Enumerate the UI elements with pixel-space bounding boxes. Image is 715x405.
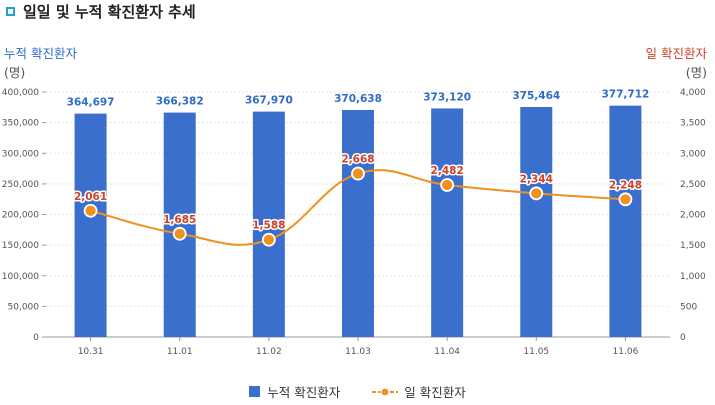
y-left-tick-label: 400,000 bbox=[2, 88, 39, 98]
chart-title-block: 일일 및 누적 확진환자 추세 bbox=[6, 0, 196, 22]
bar-value-label: 364,697 bbox=[67, 97, 115, 109]
y-left-tick-label: 300,000 bbox=[2, 149, 39, 159]
legend-item-bar: 누적 확진환자 bbox=[249, 382, 340, 401]
x-tick-label: 11.03 bbox=[345, 347, 371, 357]
legend-line-swatch bbox=[372, 386, 399, 397]
legend: 누적 확진환자 일 확진환자 bbox=[0, 382, 715, 401]
y-right-tick-label: 1,000 bbox=[680, 272, 706, 282]
legend-bar-swatch bbox=[249, 386, 261, 397]
line-layer bbox=[83, 166, 633, 247]
line-value-label: 1,685 bbox=[163, 214, 196, 226]
line-point bbox=[83, 203, 98, 218]
y-left-tick-label: 150,000 bbox=[2, 241, 39, 251]
x-tick-label: 11.05 bbox=[523, 347, 549, 357]
y-right-tick-label: 4,000 bbox=[680, 88, 706, 98]
bar-layer bbox=[74, 105, 642, 338]
bar-value-label: 366,382 bbox=[156, 96, 204, 108]
bar bbox=[74, 113, 107, 338]
legend-item-line: 일 확진환자 bbox=[372, 382, 466, 401]
legend-bar-label: 누적 확진환자 bbox=[267, 385, 341, 400]
legend-line-marker bbox=[380, 386, 390, 397]
line-point bbox=[261, 232, 276, 247]
y-left-tick-label: 0 bbox=[33, 333, 39, 343]
y-left-tick-label: 100,000 bbox=[2, 272, 39, 282]
bar bbox=[609, 105, 642, 337]
y-right-tick-label: 1,500 bbox=[680, 241, 706, 251]
line-value-label: 2,344 bbox=[520, 173, 553, 185]
y-left-tick-label: 250,000 bbox=[2, 180, 39, 190]
line-point bbox=[440, 178, 455, 192]
y-left-tick-label: 50,000 bbox=[8, 302, 40, 312]
line-point bbox=[351, 166, 365, 181]
bar-value-label: 373,120 bbox=[423, 91, 471, 103]
bar bbox=[520, 107, 553, 338]
label-layer: 364,697 366,382 367,970 370,638 373,120 375,4… bbox=[67, 89, 650, 234]
y-left-tick-label: 200,000 bbox=[2, 211, 39, 221]
line-value-label: 2,248 bbox=[609, 179, 642, 191]
chart-title: 일일 및 누적 확진환자 추세 bbox=[23, 2, 196, 21]
bar-value-label: 370,638 bbox=[334, 93, 382, 105]
y-right-tick-label: 3,000 bbox=[680, 149, 706, 159]
line-value-label: 2,668 bbox=[341, 154, 374, 166]
x-tick-label: 11.04 bbox=[434, 347, 460, 357]
bar bbox=[252, 111, 285, 337]
line-value-label: 2,061 bbox=[74, 191, 107, 203]
title-square-icon bbox=[6, 7, 15, 16]
bar bbox=[342, 109, 374, 337]
y-right-tick-label: 500 bbox=[680, 302, 697, 312]
bar bbox=[431, 108, 464, 338]
left-axis-unit: (명) bbox=[4, 65, 26, 80]
x-tick-label: 10.31 bbox=[78, 347, 104, 357]
y-right-tick-label: 2,000 bbox=[680, 211, 706, 221]
legend-line-label: 일 확진환자 bbox=[404, 385, 466, 400]
y-right-tick-label: 0 bbox=[680, 333, 686, 343]
bar-value-label: 367,970 bbox=[245, 95, 293, 107]
line-point bbox=[618, 192, 633, 207]
line-point bbox=[529, 186, 544, 201]
y-left-tick-label: 350,000 bbox=[2, 119, 39, 129]
x-tick-label: 11.06 bbox=[613, 347, 639, 357]
bar-value-label: 377,712 bbox=[602, 89, 650, 101]
line-point bbox=[172, 226, 187, 241]
right-axis-title: 일 확진환자 bbox=[645, 46, 707, 61]
y-right-tick-label: 2,500 bbox=[680, 180, 706, 190]
x-tick-label: 11.02 bbox=[256, 347, 282, 357]
bar-value-label: 375,464 bbox=[512, 90, 560, 102]
right-axis-unit: (명) bbox=[685, 65, 707, 80]
left-axis-title: 누적 확진환자 bbox=[4, 46, 77, 61]
line-value-label: 2,482 bbox=[431, 165, 464, 177]
y-right-tick-label: 3,500 bbox=[680, 119, 706, 129]
bar bbox=[163, 112, 196, 337]
x-tick-label: 11.01 bbox=[167, 347, 193, 357]
line-value-label: 1,588 bbox=[252, 220, 285, 232]
